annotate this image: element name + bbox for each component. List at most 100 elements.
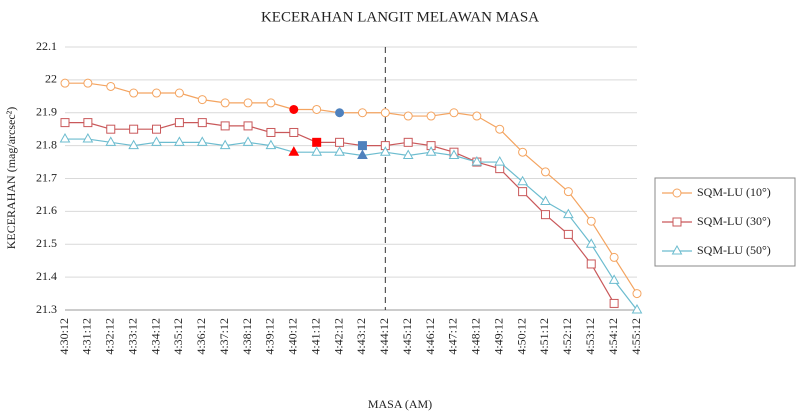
data-point [380, 108, 390, 118]
data-point [563, 187, 573, 197]
data-point [357, 141, 367, 151]
x-tick-label: 4:52:12 [560, 318, 574, 355]
x-tick-label: 4:53:12 [583, 318, 597, 355]
data-point [152, 124, 162, 134]
data-point [289, 127, 299, 137]
y-tick-label: 21.6 [36, 203, 57, 217]
y-tick-label: 22 [45, 72, 57, 86]
data-point [266, 98, 276, 108]
data-point [609, 298, 619, 308]
x-tick-label: 4:40:12 [286, 318, 300, 355]
data-point [540, 195, 551, 206]
data-point [517, 175, 528, 186]
x-tick-label: 4:34:12 [148, 318, 162, 355]
data-point [609, 252, 619, 262]
data-point [334, 146, 345, 156]
data-point [540, 210, 550, 220]
data-point [471, 156, 483, 166]
data-point [357, 108, 367, 118]
data-point [586, 216, 596, 226]
data-point [563, 208, 574, 219]
x-tick-label: 4:50:12 [514, 318, 528, 355]
data-point [632, 289, 642, 299]
legend-marker [672, 188, 682, 198]
data-point [312, 137, 322, 147]
x-tick-label: 4:44:12 [377, 318, 391, 355]
data-point [379, 146, 391, 156]
data-point [197, 95, 207, 105]
legend-marker [672, 217, 682, 227]
series-line [65, 82, 638, 294]
data-point [335, 108, 345, 118]
data-point [631, 303, 643, 314]
x-tick-label: 4:49:12 [491, 318, 505, 355]
data-point [288, 146, 300, 156]
data-point [540, 167, 550, 177]
x-tick-label: 4:37:12 [217, 318, 231, 355]
data-point [243, 98, 253, 108]
data-point [402, 149, 414, 159]
data-point [289, 104, 299, 114]
data-point [129, 124, 139, 134]
data-point [220, 98, 230, 108]
data-point [106, 124, 116, 134]
legend-label: SQM-LU (30°) [697, 214, 771, 228]
y-tick-label: 21.7 [36, 170, 57, 184]
data-point [403, 111, 413, 121]
data-point [151, 136, 162, 146]
data-point [585, 238, 597, 248]
x-tick-label: 4:32:12 [103, 318, 117, 355]
chart-title: KECERAHAN LANGIT MELAWAN MASA [261, 9, 539, 25]
y-tick-label: 21.3 [36, 302, 57, 316]
y-tick-label: 21.9 [36, 105, 57, 119]
x-axis-label: MASA (AM) [368, 397, 432, 411]
y-tick-label: 21.4 [36, 269, 57, 283]
x-tick-label: 4:46:12 [423, 318, 437, 355]
x-tick-label: 4:42:12 [331, 318, 345, 355]
x-tick-label: 4:30:12 [57, 318, 71, 355]
data-point [311, 146, 323, 156]
data-point [220, 121, 230, 131]
data-point [174, 136, 185, 146]
data-point [335, 137, 345, 147]
y-tick-label: 21.8 [36, 137, 57, 151]
data-point [266, 127, 276, 137]
data-point [425, 146, 437, 156]
data-point [518, 187, 528, 197]
data-point [495, 164, 505, 174]
data-point [152, 88, 162, 98]
x-tick-label: 4:48:12 [469, 318, 483, 355]
data-point [608, 274, 620, 284]
data-point [128, 139, 139, 150]
data-point [106, 81, 116, 91]
data-point [197, 118, 207, 128]
data-point [586, 259, 596, 269]
x-tick-label: 4:31:12 [80, 318, 94, 355]
data-point [219, 139, 231, 150]
data-point [449, 108, 459, 118]
x-tick-label: 4:33:12 [125, 318, 139, 355]
data-point [83, 78, 93, 88]
data-point [242, 136, 254, 146]
x-tick-label: 4:36:12 [194, 318, 208, 355]
data-point [312, 104, 322, 114]
legend-marker [671, 244, 683, 255]
data-point [174, 88, 184, 98]
data-point [426, 111, 436, 121]
data-point [403, 137, 413, 147]
data-point [518, 147, 528, 157]
data-point [59, 133, 71, 143]
data-point [563, 229, 573, 239]
data-point [129, 88, 139, 98]
y-axis-label: KECERAHAN (mag/arcsec²) [4, 107, 18, 250]
data-point [60, 118, 70, 128]
legend-label: SQM-LU (10°) [697, 185, 771, 199]
legend-label: SQM-LU (50°) [697, 243, 771, 257]
x-tick-label: 4:39:12 [263, 318, 277, 355]
y-tick-label: 22.1 [36, 39, 57, 53]
data-point [60, 78, 70, 88]
x-tick-label: 4:45:12 [400, 318, 414, 355]
x-tick-label: 4:43:12 [354, 318, 368, 355]
